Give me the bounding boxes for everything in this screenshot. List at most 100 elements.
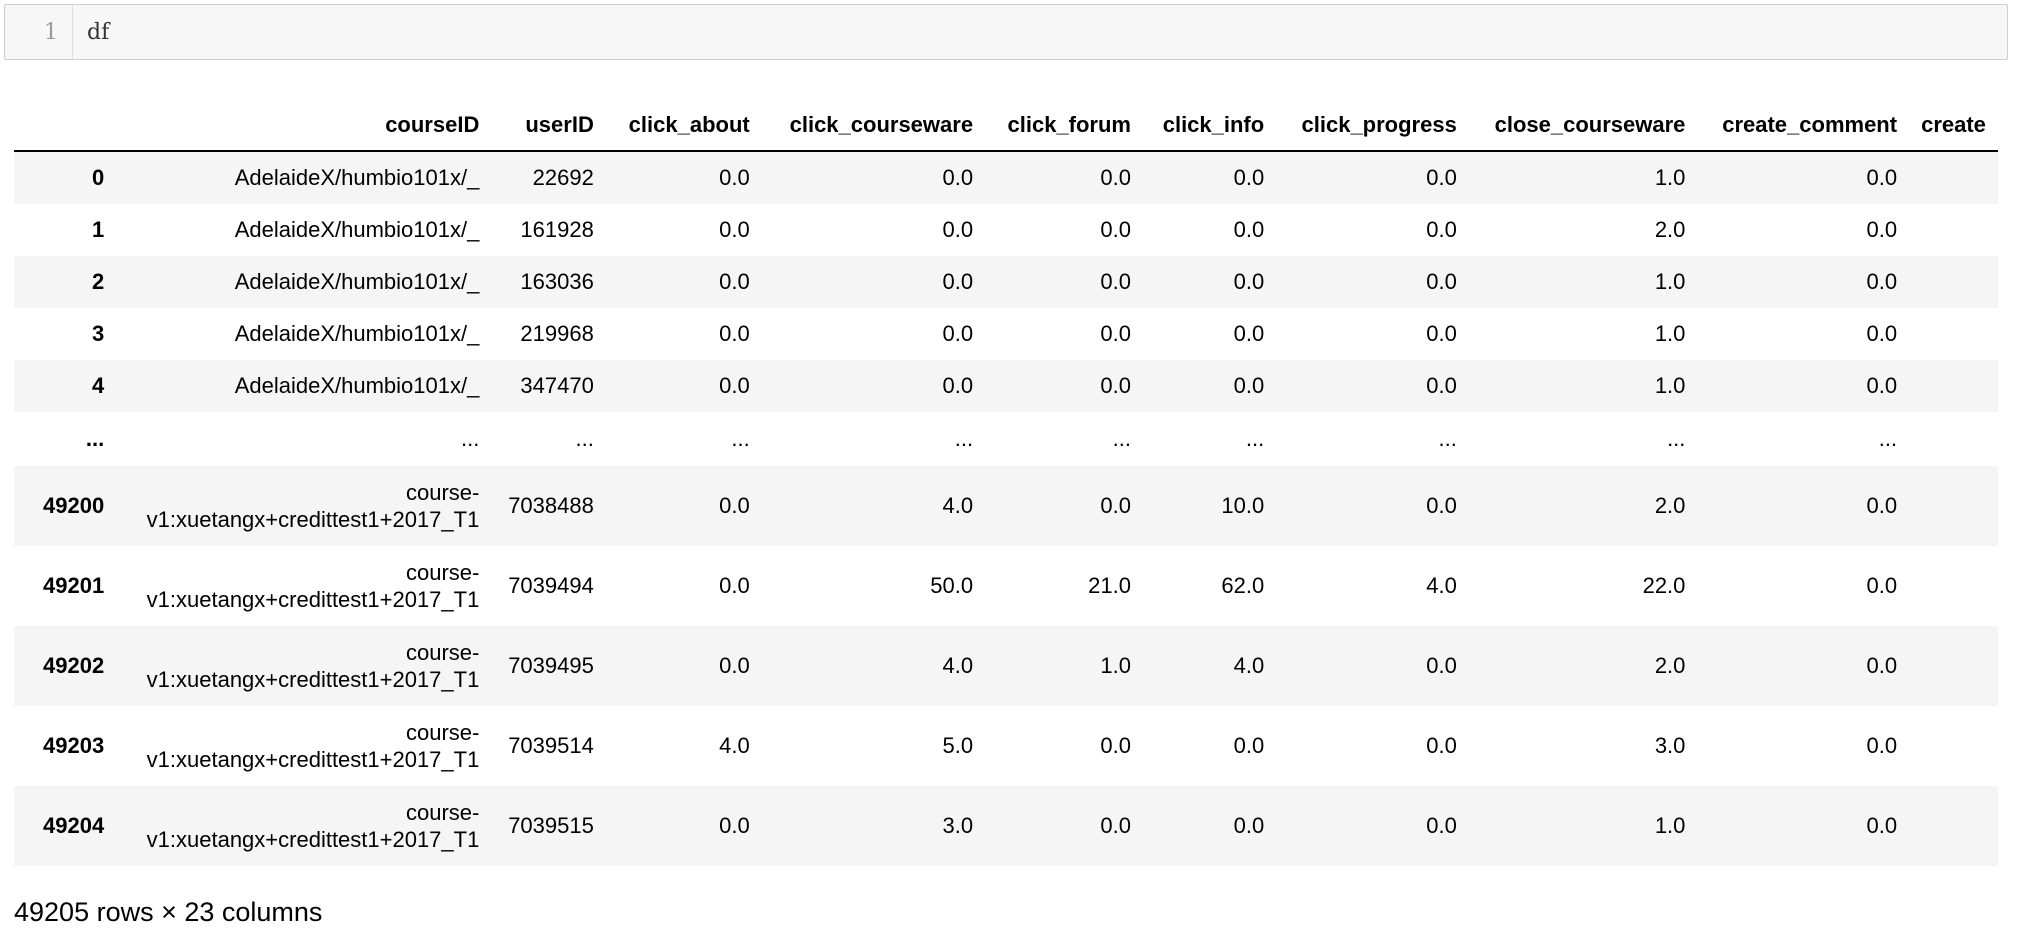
table-row: 1 AdelaideX/humbio101x/_ 161928 0.0 0.0 … xyxy=(14,204,1998,256)
table-cell: 22692 xyxy=(532,165,594,190)
table-cell: 0.0 xyxy=(1866,165,1898,190)
row-index: 0 xyxy=(91,165,105,190)
row-index: 49200 xyxy=(43,493,105,518)
header-row: courseID userID click_about click_course… xyxy=(14,100,1998,152)
column-header: click_forum xyxy=(985,100,1143,152)
table-cell: 0.0 xyxy=(719,653,750,678)
table-cell: course-v1:xuetangx+credittest1+2017_T1 xyxy=(146,640,480,692)
table-cell: AdelaideX/humbio101x/_ xyxy=(234,269,480,294)
table-cell: ... xyxy=(461,426,480,451)
table-cell: 0.0 xyxy=(719,321,750,346)
column-header: click_courseware xyxy=(761,100,986,152)
line-number-gutter: 1 xyxy=(5,5,73,59)
column-header-truncated: create xyxy=(1909,100,1998,152)
row-index: 49201 xyxy=(43,573,105,598)
table-cell: 0.0 xyxy=(1100,269,1131,294)
table-cell: 219968 xyxy=(520,321,594,346)
table-cell: 10.0 xyxy=(1221,493,1265,518)
table-cell: course-v1:xuetangx+credittest1+2017_T1 xyxy=(146,800,480,852)
row-index: ... xyxy=(85,426,105,451)
table-cell: 0.0 xyxy=(1866,653,1898,678)
table-cell: 0.0 xyxy=(1426,653,1457,678)
table-cell: 0.0 xyxy=(1233,321,1265,346)
table-cell-truncated xyxy=(1909,412,1998,466)
table-cell-truncated xyxy=(1909,786,1998,866)
table-cell: 0.0 xyxy=(942,217,974,242)
table-cell: 4.0 xyxy=(942,493,974,518)
table-cell: 1.0 xyxy=(1100,653,1131,678)
table-row: 3 AdelaideX/humbio101x/_ 219968 0.0 0.0 … xyxy=(14,308,1998,360)
table-cell: 0.0 xyxy=(1866,733,1898,758)
table-cell: 0.0 xyxy=(1866,217,1898,242)
code-cell-input[interactable]: 1 df xyxy=(4,4,2008,60)
table-cell: ... xyxy=(731,426,750,451)
table-cell: 7038488 xyxy=(508,493,594,518)
table-cell: ... xyxy=(954,426,974,451)
table-cell: 1.0 xyxy=(1654,269,1686,294)
table-cell: 62.0 xyxy=(1221,573,1265,598)
row-index: 3 xyxy=(91,321,105,346)
row-index: 1 xyxy=(91,217,105,242)
dataframe-shape-summary: 49205 rows × 23 columns xyxy=(14,897,323,927)
column-header: click_about xyxy=(605,100,762,152)
table-cell: 2.0 xyxy=(1654,217,1686,242)
dataframe-table: courseID userID click_about click_course… xyxy=(14,100,1998,866)
table-cell: 1.0 xyxy=(1654,813,1686,838)
row-index: 4 xyxy=(91,373,105,398)
table-cell: 0.0 xyxy=(942,269,974,294)
table-cell: 0.0 xyxy=(1233,269,1265,294)
table-cell-truncated xyxy=(1909,151,1998,204)
table-cell: 0.0 xyxy=(942,321,974,346)
line-number: 1 xyxy=(44,19,58,45)
table-cell: AdelaideX/humbio101x/_ xyxy=(234,321,480,346)
table-cell: 0.0 xyxy=(1233,733,1265,758)
table-cell-truncated xyxy=(1909,308,1998,360)
column-header: click_info xyxy=(1143,100,1277,152)
table-cell: 0.0 xyxy=(719,573,750,598)
table-cell: 4.0 xyxy=(1233,653,1265,678)
table-cell: 0.0 xyxy=(1866,813,1898,838)
row-index: 2 xyxy=(91,269,105,294)
column-header: courseID xyxy=(116,100,492,152)
table-cell: 2.0 xyxy=(1654,493,1686,518)
table-cell: 4.0 xyxy=(942,653,974,678)
index-header xyxy=(14,100,117,152)
table-cell-truncated xyxy=(1909,256,1998,308)
table-cell: 0.0 xyxy=(1100,733,1131,758)
column-header: userID xyxy=(491,100,606,152)
table-row: 49201 course-v1:xuetangx+credittest1+201… xyxy=(14,546,1998,626)
code-editor[interactable]: df xyxy=(73,20,109,45)
table-cell: 3.0 xyxy=(1654,733,1686,758)
table-cell: 0.0 xyxy=(1100,165,1131,190)
table-cell: ... xyxy=(1438,426,1457,451)
table-cell-truncated xyxy=(1909,466,1998,546)
table-cell: 50.0 xyxy=(930,573,974,598)
table-cell: 0.0 xyxy=(1866,321,1898,346)
table-cell-truncated xyxy=(1909,360,1998,412)
table-cell: 5.0 xyxy=(942,733,974,758)
table-cell: 21.0 xyxy=(1088,573,1131,598)
table-row: 49202 course-v1:xuetangx+credittest1+201… xyxy=(14,626,1998,706)
table-cell: ... xyxy=(575,426,594,451)
table-cell: 1.0 xyxy=(1654,165,1686,190)
table-cell: ... xyxy=(1878,426,1898,451)
table-cell: AdelaideX/humbio101x/_ xyxy=(234,217,480,242)
table-cell: 0.0 xyxy=(1866,373,1898,398)
table-cell: 0.0 xyxy=(1866,573,1898,598)
row-index: 49204 xyxy=(43,813,105,838)
table-cell: 7039495 xyxy=(508,653,594,678)
table-cell: 0.0 xyxy=(1100,217,1131,242)
table-cell: 0.0 xyxy=(1866,269,1898,294)
table-cell-truncated xyxy=(1909,204,1998,256)
table-cell-truncated xyxy=(1909,626,1998,706)
table-cell: 0.0 xyxy=(1426,813,1457,838)
table-cell: ... xyxy=(1667,426,1686,451)
table-cell: 0.0 xyxy=(719,373,750,398)
table-cell: 7039494 xyxy=(508,573,594,598)
table-cell: 0.0 xyxy=(1233,165,1265,190)
row-index: 49202 xyxy=(43,653,105,678)
table-cell: 0.0 xyxy=(1233,373,1265,398)
table-cell: ... xyxy=(1112,426,1131,451)
table-cell: course-v1:xuetangx+credittest1+2017_T1 xyxy=(146,480,480,532)
table-cell: 2.0 xyxy=(1654,653,1686,678)
